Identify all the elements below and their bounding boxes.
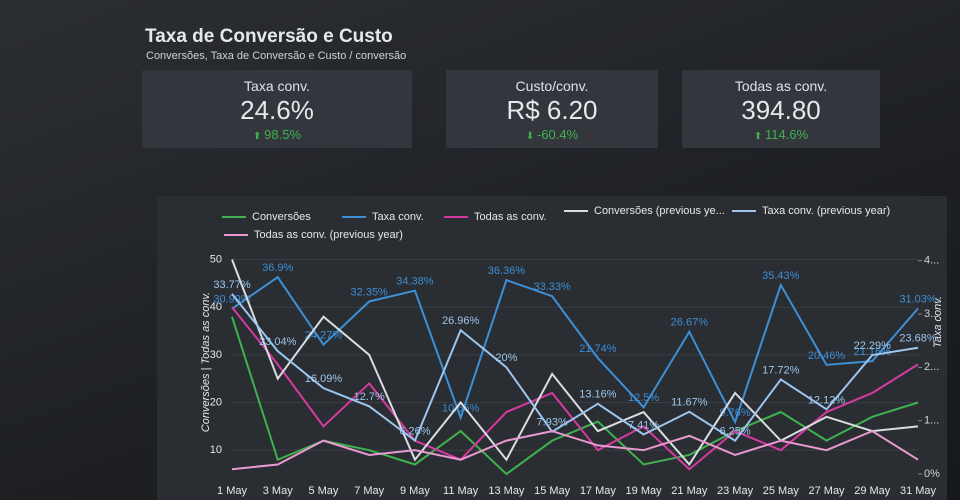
data-label: 17.72%	[762, 364, 800, 376]
y2-tick-label: 3...	[924, 308, 939, 320]
data-label: 20%	[495, 352, 517, 364]
legend-label: Conversões (previous ye...	[594, 205, 725, 217]
title: Taxa de Conversão e Custo	[145, 26, 393, 47]
legend-label: Todas as conv. (previous year)	[254, 229, 403, 241]
x-tick-label: 3 May	[263, 485, 293, 497]
kpi-change: 98.5%	[142, 127, 412, 142]
x-tick-label: 23 May	[717, 485, 754, 497]
legend-label: Todas as conv.	[474, 211, 547, 223]
x-tick-label: 13 May	[488, 485, 525, 497]
data-label: 36.9%	[262, 262, 293, 274]
x-tick-label: 25 May	[763, 485, 800, 497]
series-line	[231, 306, 919, 471]
data-label: 30.99%	[213, 294, 251, 306]
series-line	[231, 275, 919, 425]
data-label: 36.36%	[488, 265, 526, 277]
data-label: 6.26%	[399, 426, 430, 438]
subtitle: Conversões, Taxa de Conversão e Custo / …	[146, 50, 407, 62]
x-tick-label: 9 May	[400, 485, 430, 497]
y2-tick-label: 2...	[924, 361, 939, 373]
y-tick-label: 40	[210, 301, 222, 313]
x-tick-label: 19 May	[626, 485, 663, 497]
x-tick-label: 27 May	[808, 485, 845, 497]
series-line	[231, 429, 919, 471]
data-label: 11.67%	[671, 397, 708, 409]
data-label: 34.38%	[396, 276, 434, 288]
y2-axis-title: Taxa conv.	[932, 296, 944, 348]
data-label: 6.25%	[719, 426, 750, 438]
x-tick-label: 31 May	[900, 485, 937, 497]
kpi-card: Todas as conv. 394.80 114.6%	[682, 70, 880, 148]
data-label: 12.5%	[628, 392, 659, 404]
y-tick-label: 50	[210, 253, 222, 265]
x-tick-label: 7 May	[354, 485, 384, 497]
x-tick-label: 11 May	[443, 485, 479, 497]
chart-panel	[157, 196, 947, 500]
data-label: 22.29%	[854, 340, 892, 352]
data-label: 26.67%	[671, 317, 709, 329]
data-label: 23.04%	[259, 336, 297, 348]
y2-tick-label: 1...	[924, 415, 939, 427]
kpi-value: 24.6%	[240, 95, 314, 125]
data-label: 31.03%	[899, 293, 937, 305]
legend-label: Conversões	[252, 211, 311, 223]
data-label: 20.46%	[808, 350, 846, 362]
kpi-card: Custo/conv. R$ 6.20 -60.4%	[446, 70, 658, 148]
kpi-change: 114.6%	[682, 127, 880, 142]
kpi-label: Taxa conv.	[244, 78, 310, 94]
data-label: 16.09%	[305, 373, 343, 385]
kpi-change: -60.4%	[446, 127, 658, 142]
data-label: 12.12%	[808, 394, 846, 406]
data-label: 23.68%	[899, 333, 937, 345]
data-label: 9.76%	[719, 407, 750, 419]
data-label: 26.96%	[442, 315, 480, 327]
kpi-label: Todas as conv.	[734, 78, 828, 94]
data-label: 33.77%	[213, 279, 251, 291]
data-label: 13.16%	[579, 389, 617, 401]
x-tick-label: 17 May	[580, 485, 617, 497]
series-line	[231, 316, 919, 476]
data-label: 7.93%	[537, 417, 568, 429]
data-label: 24.27%	[305, 329, 343, 341]
x-tick-label: 29 May	[854, 485, 891, 497]
kpi-value: 394.80	[741, 95, 821, 125]
y-tick-label: 20	[210, 396, 222, 408]
series-line	[231, 259, 919, 467]
kpi-card: Taxa conv. 24.6% 98.5%	[142, 70, 412, 148]
x-tick-label: 1 May	[217, 485, 247, 497]
x-tick-label: 5 May	[308, 485, 338, 497]
kpi-label: Custo/conv.	[515, 78, 589, 94]
data-label: 21.74%	[579, 343, 617, 355]
data-label: 21.16%	[854, 346, 892, 358]
data-label: 10.56%	[442, 403, 480, 415]
data-label: 7.41%	[628, 419, 659, 431]
data-label: 12.7%	[354, 391, 385, 403]
x-tick-label: 21 May	[671, 485, 708, 497]
series-line	[231, 293, 919, 443]
legend-label: Taxa conv.	[372, 211, 424, 223]
data-label: 35.43%	[762, 270, 800, 282]
legend-label: Taxa conv. (previous year)	[762, 205, 890, 217]
data-label: 32.35%	[351, 286, 389, 298]
kpi-value: R$ 6.20	[506, 95, 598, 125]
x-tick-label: 15 May	[534, 485, 571, 497]
y-axis-title: Conversões | Todas as conv.	[200, 292, 212, 432]
y-tick-label: 30	[210, 349, 222, 361]
y2-tick-label: 4...	[924, 255, 939, 267]
y2-tick-label: 0%	[924, 468, 940, 480]
data-label: 33.33%	[533, 281, 571, 293]
y-tick-label: 10	[210, 444, 222, 456]
